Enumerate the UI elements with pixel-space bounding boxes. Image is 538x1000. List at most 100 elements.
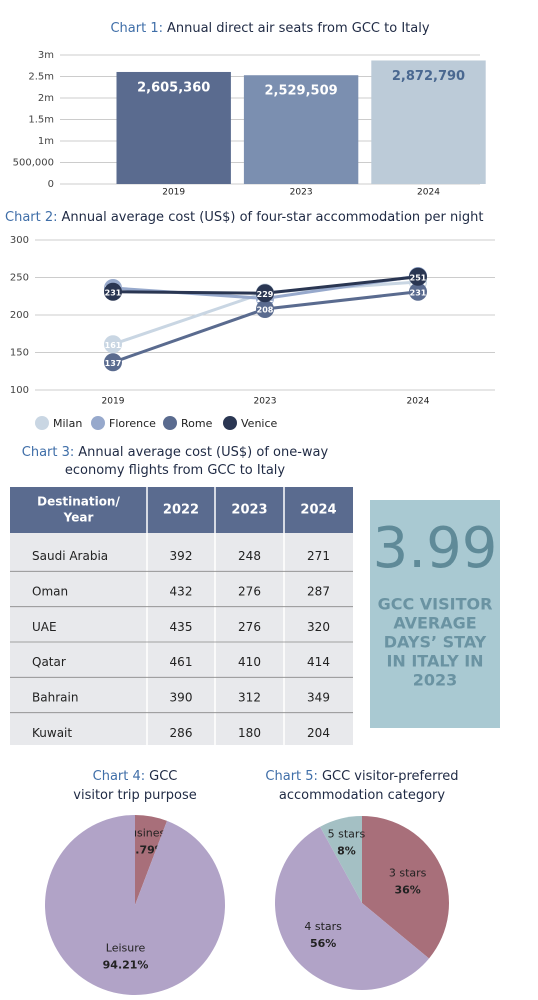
chart-title: economy flights from GCC to Italy [65, 463, 286, 478]
pie-slice [275, 826, 430, 990]
table-header: Destination/ [37, 495, 120, 509]
title-prefix: Chart 5: [265, 769, 318, 784]
table-cell: Oman [32, 585, 68, 599]
slice-label: Leisure [106, 941, 146, 954]
point [409, 267, 427, 286]
legend-label: Rome [181, 417, 213, 430]
table-cell: 392 [170, 549, 193, 563]
table-cell: 271 [307, 549, 330, 563]
slice-label: 3 stars [389, 867, 427, 880]
callout-text: IN ITALY IN [386, 652, 483, 671]
table-cell: 248 [238, 549, 261, 563]
title-text: Annual average cost (US$) of one-way [78, 445, 328, 460]
table-header: 2022 [163, 503, 199, 518]
legend-label: Florence [109, 417, 156, 430]
pie-slice [44, 815, 225, 996]
chart-title: Chart 3: Annual average cost (US$) of one… [22, 445, 329, 460]
y-tick-label: 150 [10, 348, 29, 359]
title-text: Annual average cost (US$) of four-star a… [62, 210, 484, 225]
bar [243, 75, 359, 184]
table-cell: 414 [307, 655, 330, 669]
title-text: Annual direct air seats from GCC to Ital… [167, 21, 430, 36]
y-tick-label: 200 [10, 310, 29, 321]
chart-title: Chart 2: Annual average cost (US$) of fou… [5, 210, 483, 225]
pie-slice [362, 816, 449, 959]
title-text: GCC [149, 769, 177, 784]
slice-label: 4 stars [304, 920, 342, 933]
point [104, 353, 122, 372]
legend-label: Venice [241, 417, 278, 430]
legend-marker [223, 416, 237, 430]
data-label: 231 [105, 288, 122, 297]
callout-text: DAYS’ STAY [384, 633, 487, 652]
table-cell: 390 [170, 691, 193, 705]
table-header: Year [63, 511, 94, 525]
table-cell: 180 [238, 726, 261, 740]
table-cell: UAE [32, 620, 57, 634]
data-label: 8% [337, 844, 356, 857]
callout-value: 3.99 [373, 516, 498, 581]
table-header: 2024 [300, 503, 336, 518]
table-cell: 276 [238, 585, 261, 599]
data-label: 2,605,360 [137, 80, 210, 95]
table-header-bg [10, 487, 353, 533]
table-header: 2023 [231, 503, 267, 518]
y-tick-label: 100 [10, 385, 29, 396]
data-label: 229 [257, 290, 274, 299]
callout-text: GCC VISITOR [378, 595, 493, 614]
table-cell: Kuwait [32, 726, 72, 740]
point [409, 282, 427, 301]
legend-marker [91, 416, 105, 430]
y-tick-label: 2.5m [28, 72, 54, 83]
data-label: 137 [105, 359, 122, 368]
title-text: visitor trip purpose [73, 788, 196, 803]
y-tick-label: 3m [38, 50, 54, 61]
y-tick-label: 0 [48, 179, 54, 190]
data-label: 94.21% [103, 958, 149, 971]
title-text: GCC visitor-preferred [322, 769, 459, 784]
slice-label: 5 stars [328, 827, 366, 840]
x-tick-label: 2019 [162, 188, 185, 198]
data-label: 2,872,790 [392, 69, 465, 84]
data-label: 251 [410, 273, 427, 282]
table-cell: 461 [170, 655, 193, 669]
table-cell: 435 [170, 620, 193, 634]
point [256, 284, 274, 303]
data-label: 36% [394, 884, 420, 897]
y-tick-label: 300 [10, 235, 29, 246]
bar [116, 71, 231, 184]
pie-slice [135, 815, 168, 905]
chart-title: Chart 4: GCC [93, 769, 178, 784]
x-tick-label: 2023 [254, 397, 277, 407]
x-tick-label: 2024 [417, 188, 440, 198]
title-prefix: Chart 3: [22, 445, 75, 460]
title-prefix: Chart 2: [5, 210, 58, 225]
table-cell: 312 [238, 691, 261, 705]
legend-marker [35, 416, 49, 430]
x-tick-label: 2023 [290, 188, 313, 198]
callout-text: AVERAGE [393, 614, 476, 633]
table-cell: 320 [307, 620, 330, 634]
title-prefix: Chart 4: [93, 769, 146, 784]
title-prefix: Chart 1: [110, 21, 163, 36]
y-tick-label: 1.5m [28, 115, 54, 126]
chart-title: Chart 1: Annual direct air seats from GCC… [110, 21, 429, 36]
data-label: 2,529,509 [264, 84, 337, 99]
legend-label: Milan [53, 417, 82, 430]
table-cell: 204 [307, 726, 330, 740]
callout-text: 2023 [413, 671, 458, 690]
point [104, 335, 122, 354]
legend-marker [163, 416, 177, 430]
table-cell: Qatar [32, 655, 66, 669]
table-cell: Bahrain [32, 691, 78, 705]
chart-title: visitor trip purpose [73, 788, 196, 803]
data-label: 208 [257, 306, 274, 315]
bar [371, 60, 486, 184]
point [256, 300, 274, 318]
table-cell: 287 [307, 585, 330, 599]
table-cell: Saudi Arabia [32, 549, 108, 563]
x-tick-label: 2019 [102, 397, 125, 407]
pie-slice [320, 816, 362, 903]
data-label: 161 [105, 341, 122, 350]
